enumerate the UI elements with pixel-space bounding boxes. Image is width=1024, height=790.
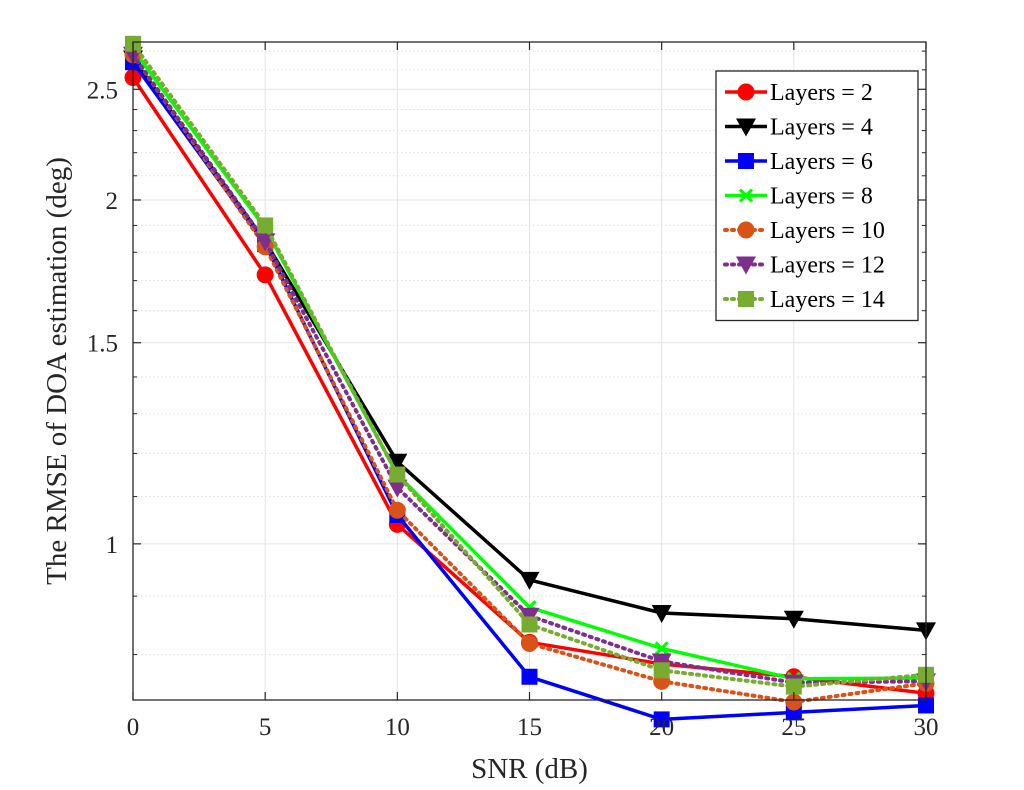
y-tick-label: 1.5 [87,331,118,358]
data-point [783,610,804,629]
x-tick-label: 20 [649,714,674,741]
legend-label: Layers = 10 [770,218,885,244]
x-tick-label: 0 [127,714,140,741]
legend-marker [738,153,754,169]
x-tick-label: 5 [259,714,272,741]
x-tick-label: 15 [517,714,542,741]
data-point [651,604,672,623]
legend-marker [737,221,755,239]
legend: Layers = 2 Layers = 4 Layers = 6 Layers = 8… [715,70,919,322]
data-point [387,479,408,498]
legend-marker [736,118,756,137]
legend-label: Layers = 8 [770,184,873,210]
series-layer [123,35,936,728]
legend-item: Layers = 4 [725,115,873,141]
legend-marker [737,83,755,101]
data-point [257,217,274,234]
data-point [785,678,802,695]
data-point [521,635,538,653]
data-point [654,641,669,656]
data-point [653,662,670,679]
x-tick-label: 25 [781,714,806,741]
data-point [918,697,934,714]
legend-marker [736,256,756,275]
x-axis-title: SNR (dB) [471,753,588,785]
y-axis-title: The RMSE of DOA estimation (deg) [41,157,73,585]
data-point [387,453,408,472]
legend-label: Layers = 2 [770,80,873,106]
y-tick-label: 2.5 [87,77,118,104]
legend-label: Layers = 6 [770,149,873,175]
data-point [519,571,540,590]
x-tick-label: 30 [914,714,939,741]
legend-marker [738,188,754,203]
x-tick-label: 10 [385,714,410,741]
legend-label: Layers = 12 [770,253,885,279]
legend-item: Layers = 8 [725,184,873,210]
legend-item: Layers = 10 [723,218,885,244]
data-point [389,466,406,483]
legend-label: Layers = 14 [770,287,885,313]
data-point [785,693,803,711]
data-point [521,668,538,685]
y-tick-label: 1 [106,532,119,559]
y-tick-label: 2 [106,188,119,215]
data-point [521,616,538,633]
legend-item: Layers = 2 [725,80,873,106]
legend-item: Layers = 6 [725,149,873,175]
axes: 0 5 10 15 20 25 30 1 1.5 2 2.5 [87,41,939,741]
legend-item: Layers = 12 [723,253,885,279]
legend-item: Layers = 14 [723,287,885,313]
data-point [388,501,406,519]
data-point [653,711,670,728]
legend-marker [738,291,754,307]
data-point [256,266,274,284]
legend-label: Layers = 4 [770,115,873,141]
